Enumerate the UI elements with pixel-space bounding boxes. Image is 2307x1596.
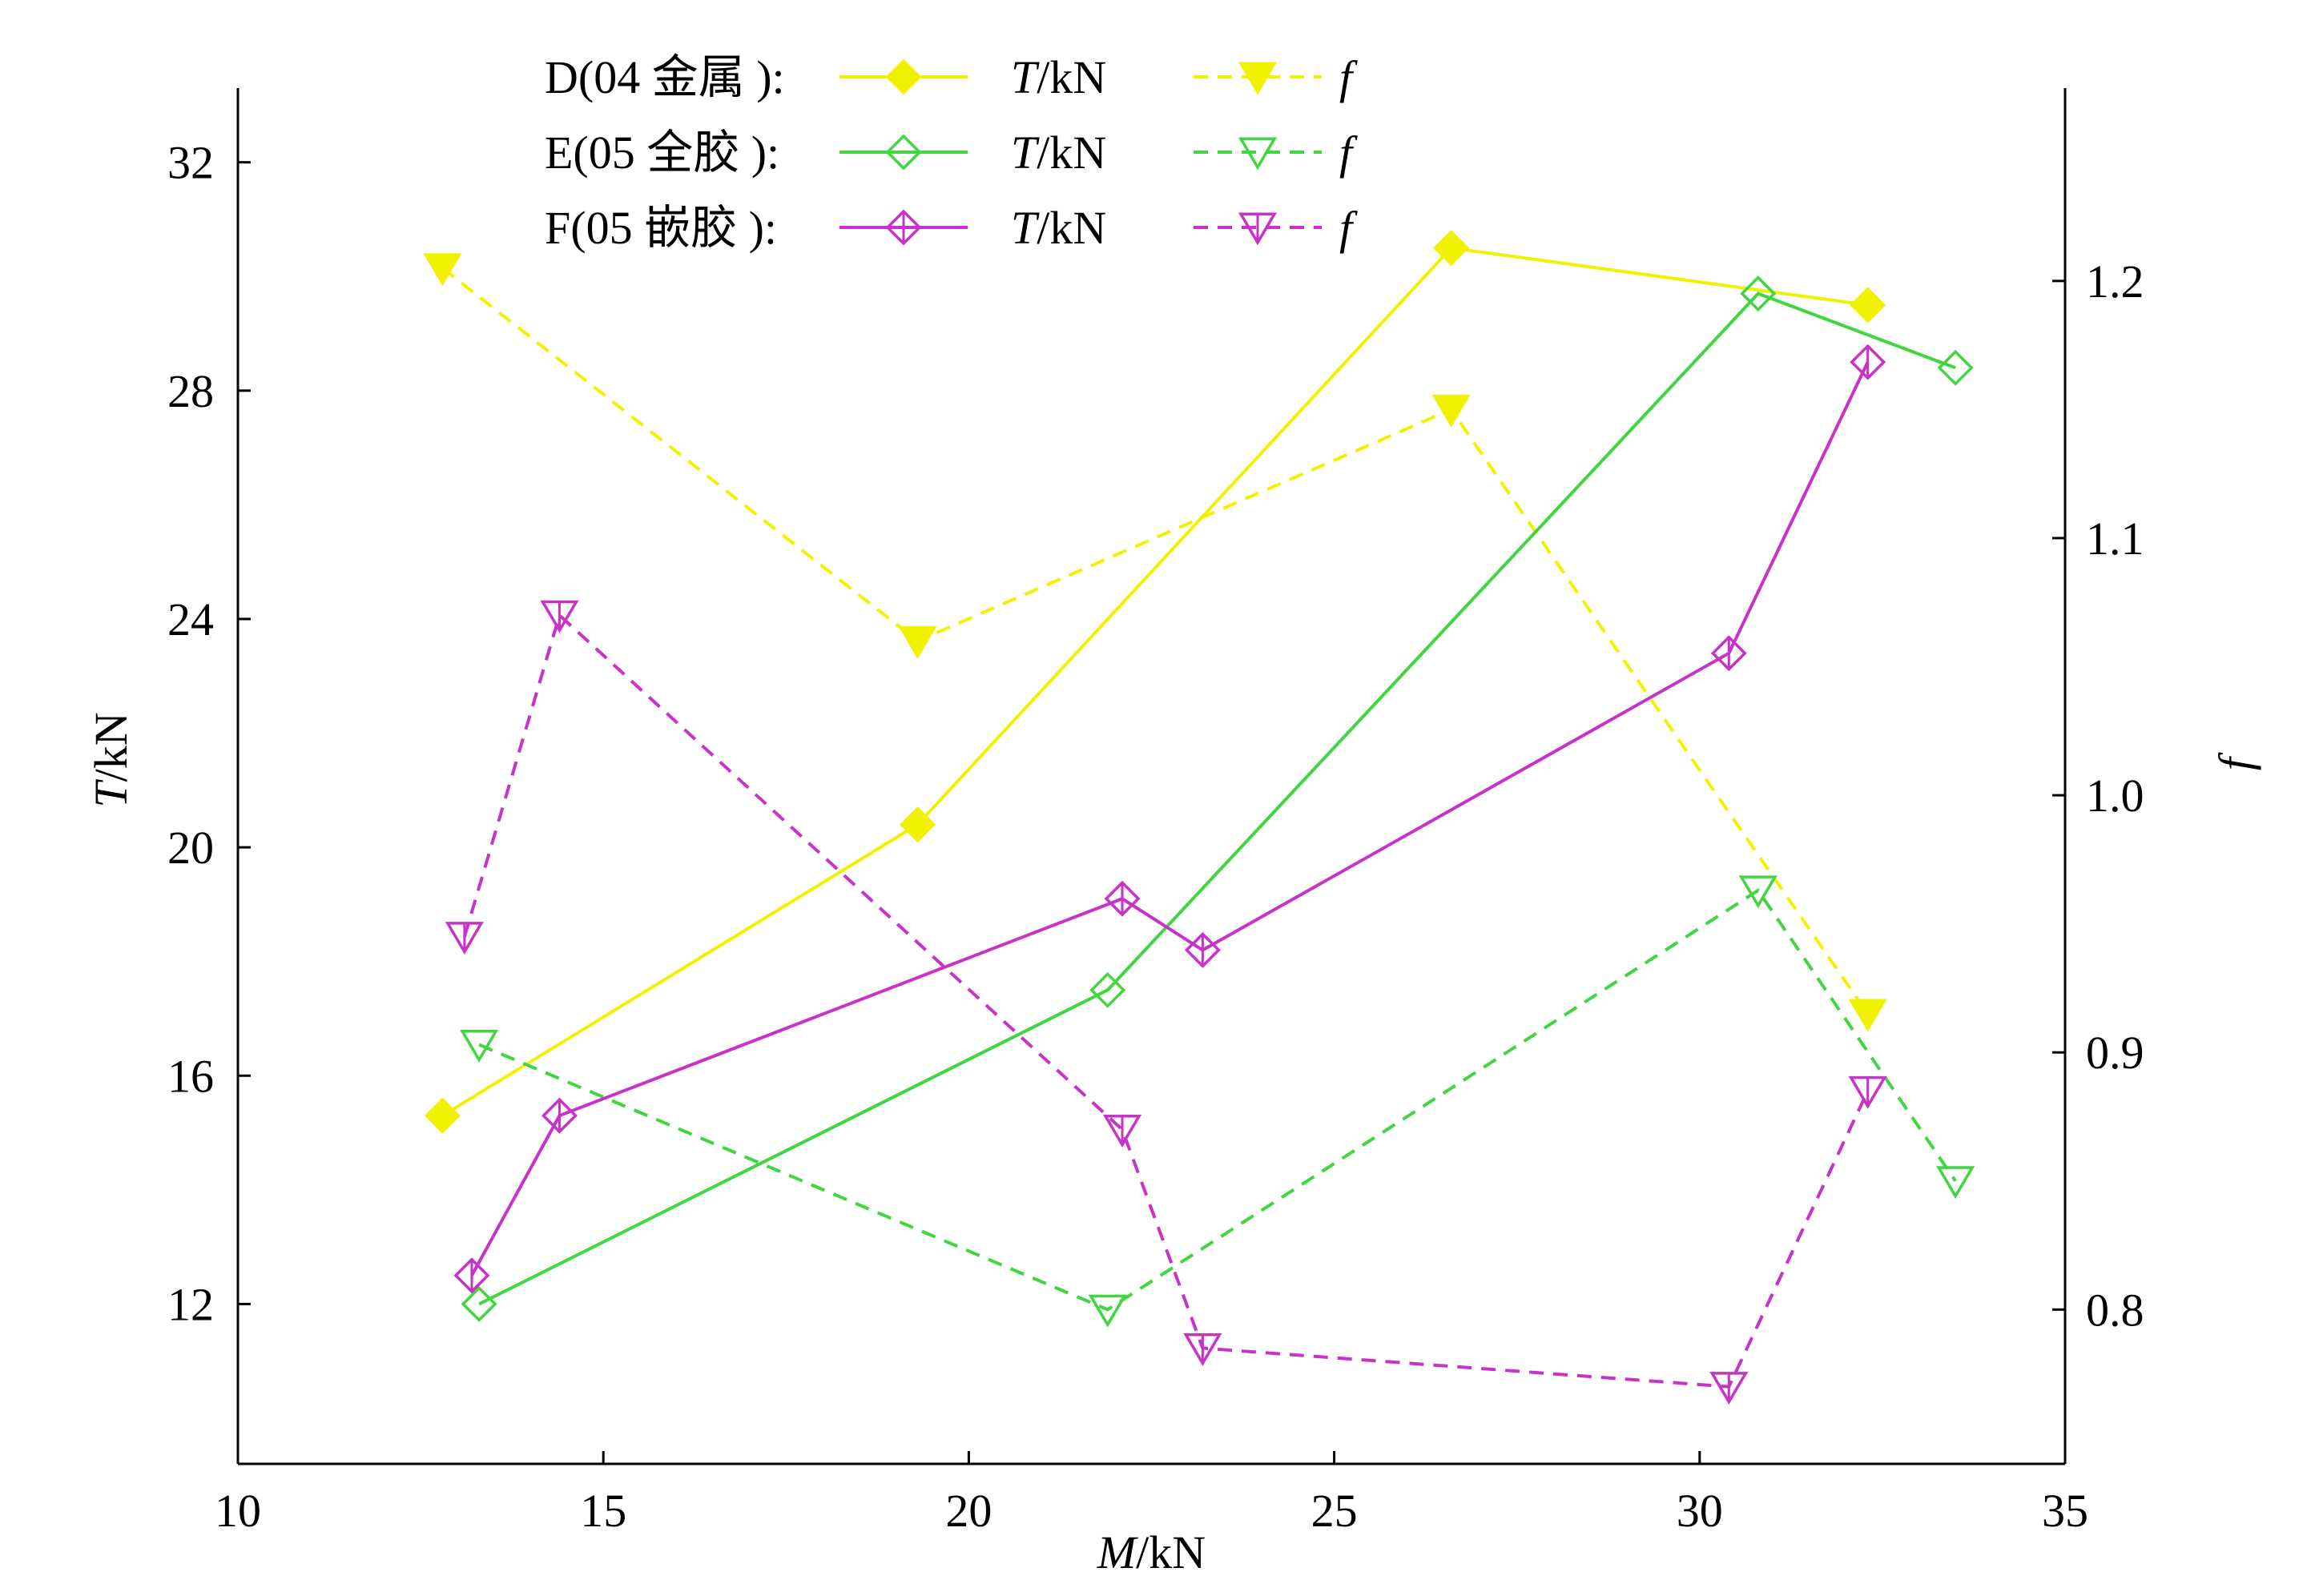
series-0-T-point xyxy=(1433,230,1470,267)
y-left-tick-label: 12 xyxy=(167,1278,214,1330)
legend-name-1: E(05 全胶 ): xyxy=(545,127,779,179)
series-1-T-line xyxy=(478,291,1956,1306)
legend-T-label-1: T/kN xyxy=(1011,127,1106,179)
series-2 xyxy=(445,344,1887,1405)
axes: 10 15 20 25 30 35 12 16 20 24 28 32 0.8 0.9 1.0 1.1 1.2 M… xyxy=(85,88,2261,1578)
legend-name-2: F(05 嵌胶 ): xyxy=(545,202,777,254)
series-1-T-point xyxy=(1740,275,1777,312)
legend-name-0: D(04 金属 ): xyxy=(545,51,785,103)
y-right-tick-label: 0.8 xyxy=(2086,1284,2144,1336)
y-left-axis-title-rest: /kN xyxy=(85,712,137,782)
legend-f-label-1: f xyxy=(1339,127,1358,179)
series-1 xyxy=(460,275,1975,1328)
y-right-axis-title: f xyxy=(2209,752,2261,770)
series-0-f-point xyxy=(1848,999,1887,1032)
x-tick-label: 25 xyxy=(1311,1485,1358,1537)
legend-T-label-italic: T xyxy=(1011,202,1040,254)
x-axis-title-rest: /kN xyxy=(1136,1526,1206,1578)
x-axis-title-italic: M xyxy=(1097,1526,1138,1578)
y-right-tick-label: 1.2 xyxy=(2086,255,2144,308)
series-0-f-line xyxy=(441,267,1870,1015)
y-left-axis-title-italic: T xyxy=(85,779,137,808)
y-right-tick-label: 0.9 xyxy=(2086,1027,2144,1079)
legend-T-label-italic: T xyxy=(1011,127,1040,179)
legend-T-label-rest: /kN xyxy=(1037,127,1106,179)
legend-f-label-2: f xyxy=(1339,202,1358,254)
series-0-f-point xyxy=(423,253,462,287)
series-1-T-point xyxy=(1089,971,1126,1008)
x-tick-label: 30 xyxy=(1677,1485,1723,1537)
y-left-tick-label: 16 xyxy=(167,1050,214,1102)
series-1-f-point xyxy=(1936,1166,1975,1200)
y-left-tick-label: 24 xyxy=(167,593,214,645)
legend-f-marker-1 xyxy=(1238,137,1278,171)
legend-T-label-italic: T xyxy=(1011,51,1040,103)
series-1-f-point xyxy=(1088,1294,1127,1328)
series-1-T-point xyxy=(461,1285,497,1322)
series-1-f-point xyxy=(460,1030,499,1063)
legend-T-label-0: T/kN xyxy=(1011,51,1106,103)
y-left-tick-label: 32 xyxy=(167,137,214,189)
x-tick-label: 15 xyxy=(580,1485,626,1537)
y-right-axis-title-italic: f xyxy=(2209,752,2261,770)
series-0-T-point xyxy=(1850,287,1886,324)
series-1-f-line xyxy=(478,888,1957,1312)
legend-T-marker-0 xyxy=(885,58,922,95)
series-1-f-point xyxy=(1738,875,1778,909)
y-left-axis-title: T/kN xyxy=(85,712,137,807)
legend: D(04 金属 ): T/kN f E(05 全胶 ): T/kN f F(05 嵌胶 ):… xyxy=(545,51,1358,254)
series-0-T-line xyxy=(441,246,1868,1117)
x-axis-title: M/kN xyxy=(1097,1526,1206,1578)
x-tick-label: 35 xyxy=(2042,1485,2088,1537)
x-tick-label: 10 xyxy=(215,1485,261,1537)
y-right-tick-label: 1.0 xyxy=(2086,770,2144,822)
series-0-f-point xyxy=(898,625,937,659)
series-0-T-point xyxy=(424,1097,461,1134)
series-0 xyxy=(423,230,1887,1134)
y-left-tick-label: 28 xyxy=(167,365,214,417)
y-left-tick-label: 20 xyxy=(167,822,214,874)
legend-T-label-2: T/kN xyxy=(1011,202,1106,254)
series-1-T-point xyxy=(1937,349,1974,386)
legend-f-marker-0 xyxy=(1238,62,1278,95)
legend-f-label-0: f xyxy=(1339,51,1358,103)
legend-T-label-rest: /kN xyxy=(1037,51,1106,103)
legend-T-marker-1 xyxy=(885,134,922,171)
series-0-f-point xyxy=(1431,394,1471,428)
series-0-T-point xyxy=(900,806,936,843)
series-2-f-line xyxy=(462,612,1870,1389)
series-layer xyxy=(423,230,1975,1405)
x-tick-label: 20 xyxy=(945,1485,992,1537)
y-right-tick-label: 1.1 xyxy=(2086,513,2144,565)
series-2-T-line xyxy=(470,361,1870,1276)
legend-T-label-rest: /kN xyxy=(1037,202,1106,254)
